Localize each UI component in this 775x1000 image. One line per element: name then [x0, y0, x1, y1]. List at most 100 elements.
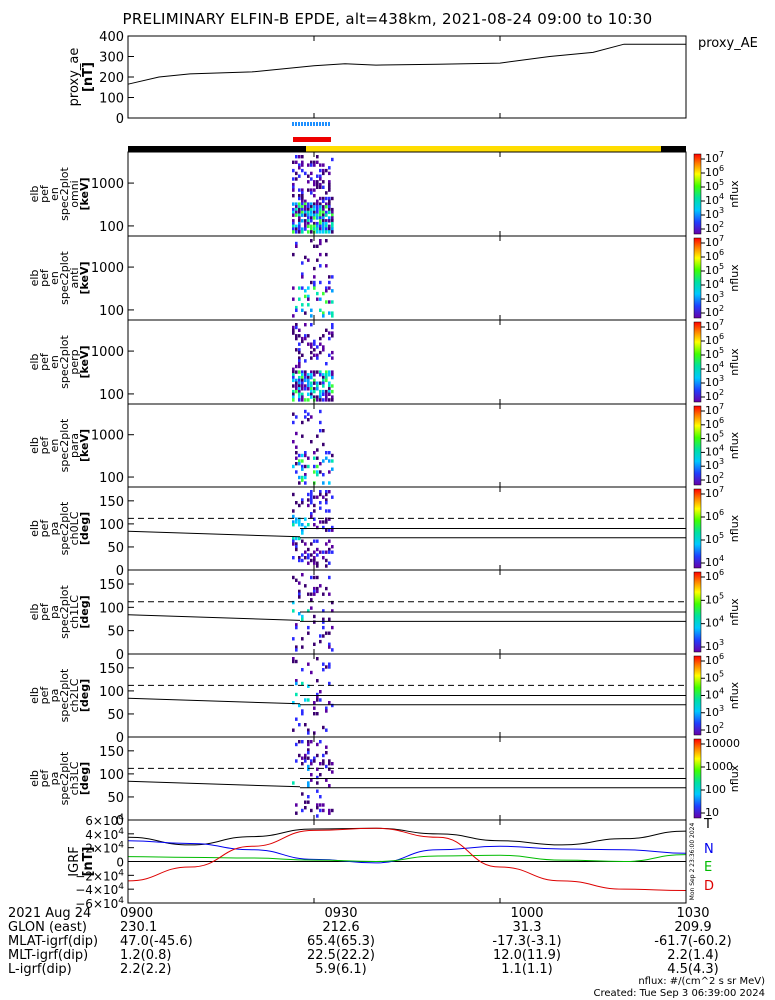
spectrogram-pixel [292, 328, 295, 332]
colorbar-tick-label: 106 [705, 568, 724, 583]
spectrogram-pixel [331, 210, 334, 215]
ephemeris-value: 2.2(1.4) [667, 948, 719, 963]
spectrogram-pixel [295, 742, 298, 747]
igrf-legend-D: D [704, 879, 714, 894]
ae-ytick-label: 300 [99, 51, 124, 66]
ephemeris-value: 5.9(6.1) [315, 962, 367, 977]
spectrogram-pixel [298, 387, 301, 391]
spectrogram-pixel [328, 389, 331, 394]
spectrogram-pixel [313, 342, 316, 346]
spectrogram-pixel [307, 553, 310, 557]
spectrogram-pixel [292, 314, 295, 318]
colorbar-tick-label: 107 [705, 485, 724, 500]
spectrogram-pixel [319, 241, 322, 246]
spectrogram-pixel [313, 712, 316, 716]
spectrogram-pixel [331, 525, 334, 530]
spectrogram-pixel [325, 227, 328, 231]
spectrogram-pixel [325, 370, 328, 374]
spectrogram-pixel [295, 547, 298, 552]
spectrogram-pixel [316, 434, 319, 438]
colorbar-tick-label: 10 [705, 806, 719, 819]
spectrogram-pixel [316, 384, 319, 388]
spectrogram-pixel [310, 490, 313, 494]
spectrogram-pixel [307, 219, 310, 223]
spectrogram-pixel [292, 781, 295, 785]
spectrogram-pixel [328, 762, 331, 766]
ylabel-en_omni-line: [keV] [78, 177, 91, 210]
spectrogram-pixel [331, 389, 334, 394]
spectrogram-pixel [298, 523, 301, 527]
spectrogram-pixel [292, 182, 295, 187]
spectrogram-pixel [319, 230, 322, 234]
spectrogram-pixel [322, 392, 325, 396]
spectrogram-pixel [295, 545, 298, 549]
spectrogram-pixel [298, 612, 301, 616]
spectrogram-pixel [316, 495, 319, 499]
spectrogram-pixel [325, 528, 328, 532]
spectrogram-pixel [310, 213, 313, 217]
ylabel-pa_ch3LC-line: pef [38, 769, 51, 788]
spectrogram-pixel [301, 453, 304, 458]
spectrogram-pixel [325, 328, 328, 332]
spectrogram-pixel [313, 202, 316, 206]
spectrogram-pixel [328, 188, 331, 192]
colorbar-en_para [693, 405, 702, 486]
spectrogram-pixel [310, 670, 313, 675]
pa-ytick-label: 150 [99, 745, 124, 760]
spectrogram-pixel [319, 219, 322, 223]
spectrogram-pixel [298, 205, 301, 209]
spectrogram-pixel [310, 387, 313, 391]
spectrogram-pixel [304, 556, 307, 560]
spectrogram-pixel [316, 589, 319, 594]
spectrogram-pixel [328, 561, 331, 565]
spectrogram-pixel [322, 230, 325, 234]
spectrogram-pixel [292, 389, 295, 394]
spectrogram-pixel [310, 598, 313, 602]
spectrogram-pixel [295, 625, 298, 630]
spectrogram-pixel [310, 210, 313, 215]
spectrogram-pixel [301, 155, 304, 159]
spectrogram-pixel [328, 759, 331, 763]
spectrogram-pixel [319, 506, 322, 510]
spectrogram-pixel [313, 395, 316, 399]
spectrogram-pixel [313, 620, 316, 624]
spectrogram-pixel [313, 207, 316, 212]
spectrogram-pixel [316, 789, 319, 793]
spectrogram-pixel [319, 216, 322, 220]
spectrogram-pixel [304, 227, 307, 231]
spectrogram-pixel [304, 202, 307, 206]
spectrogram-pixel [310, 553, 313, 557]
ae-ylabel: proxy_ae [67, 48, 82, 107]
spectrogram-pixel [328, 205, 331, 209]
spectrogram-pixel [301, 163, 304, 167]
spectrogram-pixel [316, 291, 319, 296]
colorbar-tick-label: 105 [705, 591, 724, 606]
spectrogram-pixel [316, 221, 319, 226]
pa-ytick-label: 0 [116, 564, 124, 579]
spectrogram-pixel [301, 420, 304, 425]
spectrogram-pixel [316, 464, 319, 469]
spectrogram-pixel [292, 210, 295, 215]
colorbar-tick-label: 107 [705, 234, 724, 249]
spectrogram-pixel [331, 384, 334, 388]
colorbar-tick-label: 103 [705, 374, 724, 389]
ylabel-pa_ch0LC-line: pa [48, 522, 61, 536]
spectrogram-pixel [328, 219, 331, 223]
spectrogram-pixel [328, 451, 331, 455]
spectrogram-pixel [310, 314, 313, 318]
loss-cone-line-left [127, 614, 301, 621]
spectrogram-pixel [301, 539, 304, 543]
spectrogram-pixel [295, 224, 298, 228]
ephemeris-value: -17.3(-3.1) [492, 934, 562, 949]
science-marker-blue [298, 122, 300, 126]
ylabel-pa_ch0LC-line: spec2plot [58, 501, 71, 555]
spectrogram-pixel [325, 362, 328, 366]
spectrogram-pixel [304, 800, 307, 804]
spectrogram-pixel [304, 473, 307, 477]
spectrogram-pixel [307, 456, 310, 460]
spectrogram-pixel [313, 586, 316, 591]
spectrogram-pixel [316, 216, 319, 220]
spectrogram-pixel [328, 185, 331, 189]
spectrogram-pixel [325, 631, 328, 635]
ephemeris-value: 1.2(0.8) [120, 948, 172, 963]
